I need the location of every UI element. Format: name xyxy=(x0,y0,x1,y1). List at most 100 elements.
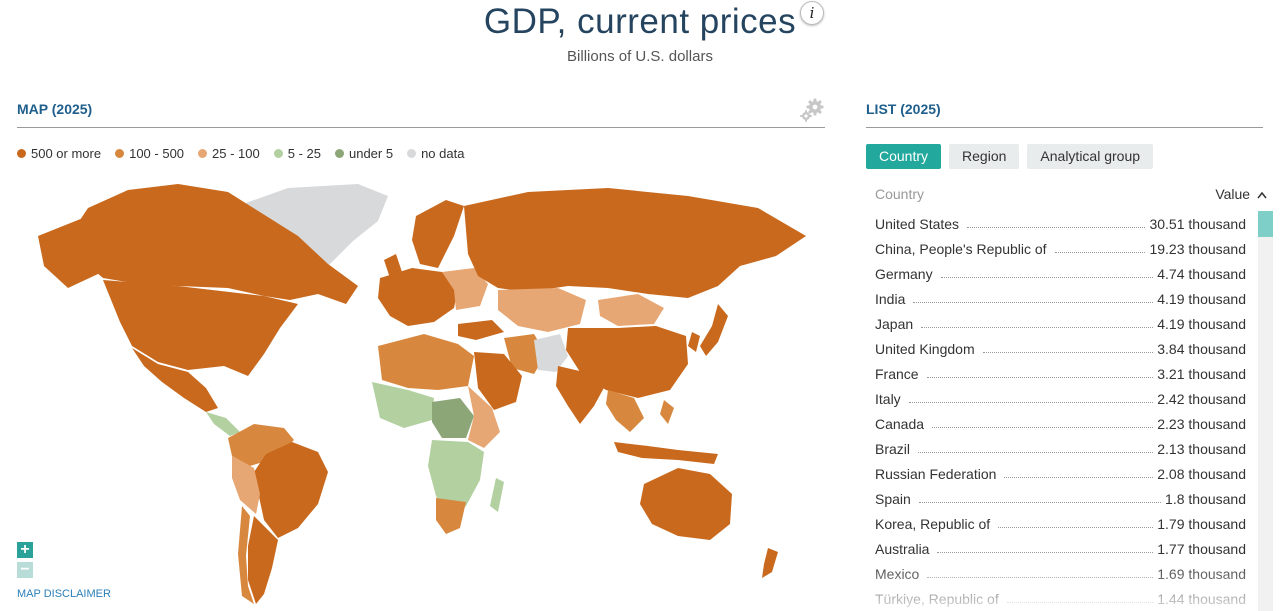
list-tabs: Country Region Analytical group xyxy=(866,144,1154,169)
row-country: Spain xyxy=(875,491,911,507)
region-korea[interactable] xyxy=(688,332,700,352)
tab-region[interactable]: Region xyxy=(949,144,1020,169)
row-value: 2.13 thousand xyxy=(1157,441,1246,457)
region-scandinavia[interactable] xyxy=(412,200,464,268)
region-peru-bolivia[interactable] xyxy=(232,456,260,514)
row-leader-dots xyxy=(932,427,1154,428)
row-value: 4.74 thousand xyxy=(1157,266,1246,282)
region-turkey[interactable] xyxy=(458,320,504,340)
legend-item[interactable]: under 5 xyxy=(334,146,393,161)
region-greenland[interactable] xyxy=(243,184,388,276)
list-scrollbar-thumb[interactable] xyxy=(1258,211,1273,237)
table-row[interactable]: France 3.21 thousand xyxy=(875,361,1246,386)
region-afghanistan-pakistan[interactable] xyxy=(534,334,568,372)
table-row[interactable]: Japan 4.19 thousand xyxy=(875,311,1246,336)
table-row[interactable]: Germany 4.74 thousand xyxy=(875,261,1246,286)
table-row[interactable]: Brazil 2.13 thousand xyxy=(875,436,1246,461)
region-madagascar[interactable] xyxy=(490,478,504,512)
region-alaska[interactable] xyxy=(38,216,98,288)
region-chile[interactable] xyxy=(238,506,254,604)
region-central-america[interactable] xyxy=(206,412,240,436)
row-value: 2.08 thousand xyxy=(1157,466,1246,482)
region-canada[interactable] xyxy=(68,184,358,304)
region-india[interactable] xyxy=(556,366,606,424)
tab-analytical-group[interactable]: Analytical group xyxy=(1027,144,1154,169)
region-japan[interactable] xyxy=(700,304,728,356)
map-disclaimer-link[interactable]: MAP DISCLAIMER xyxy=(17,588,111,600)
region-indonesia[interactable] xyxy=(614,442,718,464)
row-country: Japan xyxy=(875,316,914,332)
row-country: France xyxy=(875,366,919,382)
list-heading: LIST (2025) xyxy=(866,101,941,117)
table-row[interactable]: Italy 2.42 thousand xyxy=(875,386,1246,411)
region-east-africa[interactable] xyxy=(468,386,500,448)
row-value: 2.23 thousand xyxy=(1157,416,1246,432)
page-subtitle: Billions of U.S. dollars xyxy=(567,48,713,65)
region-north-africa[interactable] xyxy=(378,334,474,390)
table-row[interactable]: India 4.19 thousand xyxy=(875,286,1246,311)
region-philippines[interactable] xyxy=(660,400,674,424)
legend-item[interactable]: 5 - 25 xyxy=(273,146,321,161)
row-value: 1.77 thousand xyxy=(1157,541,1246,557)
row-value: 4.19 thousand xyxy=(1157,291,1246,307)
row-leader-dots xyxy=(908,402,1154,403)
region-new-zealand[interactable] xyxy=(762,548,778,578)
table-row[interactable]: Australia 1.77 thousand xyxy=(875,536,1246,561)
country-list[interactable]: United States 30.51 thousand China, People… xyxy=(875,211,1246,611)
region-united-states[interactable] xyxy=(103,280,298,376)
region-south-africa[interactable] xyxy=(436,498,466,534)
column-header-country[interactable]: Country xyxy=(875,186,925,202)
legend-swatch xyxy=(17,149,26,158)
legend-item[interactable]: no data xyxy=(407,146,464,161)
table-row[interactable]: Korea, Republic of 1.79 thousand xyxy=(875,511,1246,536)
row-country: United States xyxy=(875,216,960,232)
region-saudi-arabia[interactable] xyxy=(474,352,522,410)
world-map[interactable] xyxy=(28,176,818,606)
table-row[interactable]: Canada 2.23 thousand xyxy=(875,411,1246,436)
region-russia[interactable] xyxy=(464,188,806,298)
region-western-europe[interactable] xyxy=(378,268,458,326)
region-kazakhstan[interactable] xyxy=(498,288,586,332)
legend-label: 5 - 25 xyxy=(287,146,321,161)
row-country: Canada xyxy=(875,416,925,432)
table-row[interactable]: United States 30.51 thousand xyxy=(875,211,1246,236)
map-heading: MAP (2025) xyxy=(17,101,93,117)
row-country: Brazil xyxy=(875,441,911,457)
row-value: 2.42 thousand xyxy=(1157,391,1246,407)
legend-label: 25 - 100 xyxy=(212,146,260,161)
row-leader-dots xyxy=(918,502,1162,503)
region-argentina[interactable] xyxy=(248,516,278,604)
gear-icon[interactable] xyxy=(799,97,825,123)
table-row[interactable]: China, People's Republic of 19.23 thousan… xyxy=(875,236,1246,261)
legend-swatch xyxy=(407,149,417,158)
region-west-africa[interactable] xyxy=(372,382,434,428)
legend-item[interactable]: 100 - 500 xyxy=(115,146,184,161)
info-icon[interactable]: i xyxy=(800,1,824,25)
list-scrollbar-track[interactable] xyxy=(1258,211,1273,611)
table-row[interactable]: United Kingdom 3.84 thousand xyxy=(875,336,1246,361)
legend-label: 100 - 500 xyxy=(129,146,185,161)
column-header-value[interactable]: Value xyxy=(1215,186,1267,202)
row-leader-dots xyxy=(982,352,1154,353)
legend-item[interactable]: 25 - 100 xyxy=(198,146,260,161)
chevron-up-icon xyxy=(1257,191,1267,199)
legend-item[interactable]: 500 or more xyxy=(17,146,101,161)
map-legend: 500 or more 100 - 500 25 - 100 5 - 25 under … xyxy=(17,146,464,161)
zoom-out-button[interactable]: − xyxy=(17,562,33,578)
row-leader-dots xyxy=(998,527,1154,528)
region-southeast-asia[interactable] xyxy=(606,390,644,432)
region-central-africa[interactable] xyxy=(432,398,474,438)
region-mongolia[interactable] xyxy=(598,294,664,326)
region-australia[interactable] xyxy=(640,468,732,540)
tab-country[interactable]: Country xyxy=(866,144,942,169)
region-eastern-europe[interactable] xyxy=(442,268,488,310)
region-mexico[interactable] xyxy=(132,348,218,412)
table-row[interactable]: Russian Federation 2.08 thousand xyxy=(875,461,1246,486)
table-row[interactable]: Spain 1.8 thousand xyxy=(875,486,1246,511)
row-country: Germany xyxy=(875,266,933,282)
region-uk[interactable] xyxy=(384,254,402,278)
row-leader-dots xyxy=(967,227,1146,228)
zoom-in-button[interactable]: + xyxy=(17,542,33,558)
region-brazil[interactable] xyxy=(254,442,328,538)
row-country: Korea, Republic of xyxy=(875,516,991,532)
